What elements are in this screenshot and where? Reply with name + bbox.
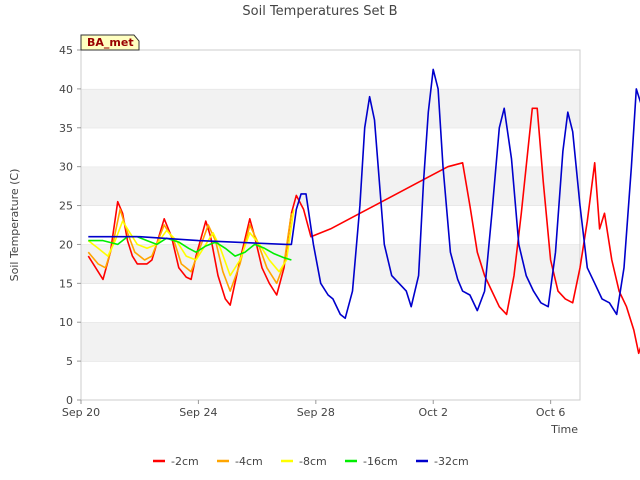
grid-band bbox=[81, 50, 580, 89]
y-tick-label: 25 bbox=[59, 200, 73, 213]
series-line-2cm-0 bbox=[87, 107, 640, 355]
y-tick-label: 30 bbox=[59, 161, 73, 174]
y-axis-label: Soil Temperature (C) bbox=[8, 169, 21, 282]
x-tick-label: Oct 6 bbox=[536, 406, 566, 419]
x-axis: Sep 20 Sep 24 Sep 28 Oct 2 Oct 6 bbox=[62, 400, 566, 419]
y-tick-label: 5 bbox=[66, 355, 73, 368]
grid-band bbox=[81, 205, 580, 245]
y-tick-label: 10 bbox=[59, 316, 73, 329]
station-badge: BA_met bbox=[80, 34, 140, 51]
y-tick-label: 40 bbox=[59, 83, 73, 96]
y-axis: 0 5 10 15 20 25 30 35 40 45 bbox=[59, 44, 81, 407]
legend-label: -16cm bbox=[363, 455, 398, 468]
x-tick-label: Sep 20 bbox=[62, 406, 100, 419]
series-line-32cm-4 bbox=[88, 68, 640, 320]
y-tick-label: 20 bbox=[59, 238, 73, 251]
y-tick-label: 45 bbox=[59, 44, 73, 57]
legend-label: -4cm bbox=[235, 455, 263, 468]
grid-band bbox=[81, 322, 580, 362]
grid-band bbox=[81, 127, 580, 167]
x-tick-label: Oct 2 bbox=[418, 406, 448, 419]
plot-frame bbox=[80, 49, 581, 401]
station-badge-box bbox=[80, 34, 140, 51]
legend-label: -2cm bbox=[171, 455, 199, 468]
grid-band bbox=[81, 166, 580, 206]
x-tick-label: Sep 24 bbox=[179, 406, 217, 419]
grid-band bbox=[81, 361, 580, 400]
y-tick-label: 15 bbox=[59, 277, 73, 290]
y-tick-label: 0 bbox=[66, 394, 73, 407]
x-axis-label: Time bbox=[550, 423, 578, 436]
x-tick-label: Sep 28 bbox=[297, 406, 335, 419]
grid-band bbox=[81, 283, 580, 323]
grid-band bbox=[81, 244, 580, 284]
station-label: BA_met bbox=[87, 36, 134, 49]
grid-bands bbox=[81, 49, 580, 400]
chart-title: Soil Temperatures Set B bbox=[242, 4, 397, 19]
legend: -2cm -4cm -8cm -16cm -32cm bbox=[153, 455, 469, 468]
legend-label: -8cm bbox=[299, 455, 327, 468]
legend-label: -32cm bbox=[434, 455, 469, 468]
series-lines bbox=[87, 68, 640, 355]
grid-band bbox=[81, 88, 580, 128]
y-tick-label: 35 bbox=[59, 122, 73, 135]
